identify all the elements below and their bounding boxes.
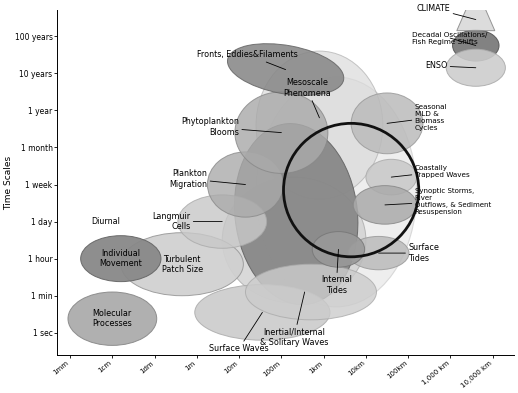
Text: Diurnal: Diurnal: [91, 217, 120, 226]
Ellipse shape: [366, 159, 416, 195]
Text: Plankton
Migration: Plankton Migration: [169, 169, 246, 189]
Ellipse shape: [81, 236, 161, 282]
Text: Internal
Tides: Internal Tides: [321, 250, 352, 295]
Ellipse shape: [446, 49, 506, 86]
Text: Synoptic Storms,
River
Outflows, & Sediment
Resuspension: Synoptic Storms, River Outflows, & Sedim…: [385, 188, 491, 215]
Text: Individual
Movement: Individual Movement: [99, 249, 142, 268]
Ellipse shape: [207, 152, 283, 217]
Ellipse shape: [256, 77, 416, 307]
Ellipse shape: [178, 195, 267, 248]
Ellipse shape: [453, 30, 499, 61]
Ellipse shape: [121, 233, 243, 296]
Y-axis label: Time Scales: Time Scales: [4, 156, 13, 210]
Text: Fronts, Eddies&Filaments: Fronts, Eddies&Filaments: [197, 50, 298, 70]
Ellipse shape: [235, 123, 358, 305]
Text: Mesoscale
Phenomena: Mesoscale Phenomena: [283, 79, 330, 118]
Text: Phytoplankton
Blooms: Phytoplankton Blooms: [181, 118, 281, 137]
Text: Seasonal
MLD &
Biomass
Cycles: Seasonal MLD & Biomass Cycles: [387, 104, 447, 131]
Ellipse shape: [222, 177, 366, 303]
Text: ENSO: ENSO: [425, 61, 476, 70]
Ellipse shape: [246, 264, 377, 320]
Text: Langmuir
Cells: Langmuir Cells: [152, 212, 222, 231]
Text: Coastally
Trapped Waves: Coastally Trapped Waves: [391, 165, 469, 178]
Ellipse shape: [256, 51, 383, 199]
Ellipse shape: [312, 231, 365, 267]
Text: Surface Waves: Surface Waves: [209, 312, 269, 353]
Ellipse shape: [68, 292, 157, 345]
Text: Molecular
Processes: Molecular Processes: [93, 309, 132, 329]
Text: Turbulent
Patch Size: Turbulent Patch Size: [162, 255, 203, 274]
Ellipse shape: [351, 93, 423, 154]
Text: CLIMATE: CLIMATE: [416, 4, 476, 20]
Ellipse shape: [235, 92, 328, 173]
Text: Decadal Oscillations/
Fish Regime Shifts: Decadal Oscillations/ Fish Regime Shifts: [412, 31, 488, 46]
Text: Surface
Tides: Surface Tides: [379, 243, 439, 263]
Ellipse shape: [227, 44, 344, 95]
Ellipse shape: [195, 285, 330, 340]
Polygon shape: [457, 8, 495, 31]
Text: Inertial/Internal
& Solitary Waves: Inertial/Internal & Solitary Waves: [260, 292, 328, 347]
Ellipse shape: [348, 237, 409, 270]
Ellipse shape: [353, 185, 416, 224]
